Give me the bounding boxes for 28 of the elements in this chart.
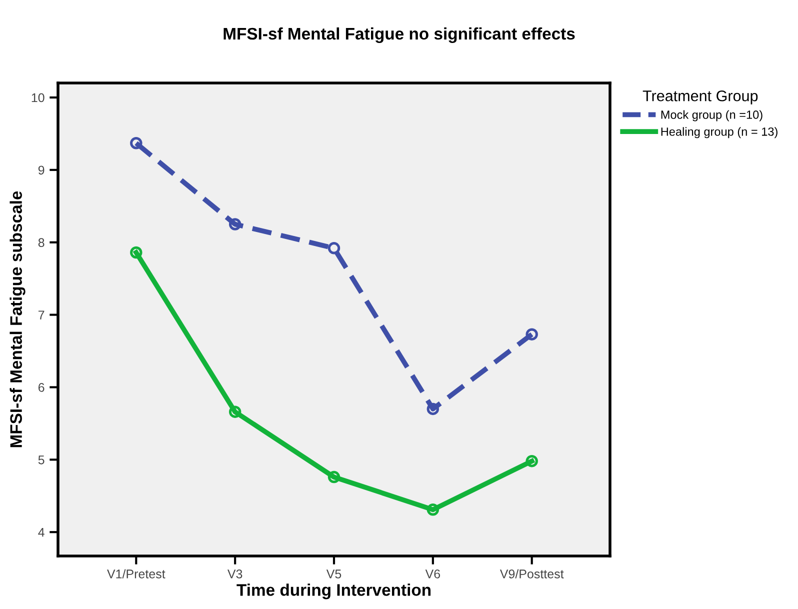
y-tick-label: 6 [38, 383, 44, 392]
point [228, 218, 242, 230]
point [228, 406, 242, 418]
y-tick-label: 7 [38, 310, 44, 320]
legend-label: Healing group (n = 13) [661, 127, 778, 138]
x-tick-label: V5 [326, 570, 342, 578]
point [526, 328, 538, 340]
x-tick-label: V9/Posttest [500, 569, 564, 578]
x-axis-title: Time during Intervention [236, 584, 431, 600]
chart-title: MFSI-sf Mental Fatigue no significant effects [224, 27, 575, 44]
point [130, 246, 142, 259]
x-tick-label: V3 [227, 570, 242, 578]
point [426, 402, 440, 416]
y-tick-label: 4 [38, 528, 44, 537]
x-tick-label: V6 [425, 570, 440, 578]
y-tick-label: 10 [32, 93, 44, 102]
point [328, 242, 340, 254]
y-tick-label: 9 [38, 166, 44, 175]
point [426, 504, 440, 516]
legend-label: Mock group (n =10) [661, 110, 762, 122]
y-axis-title: MFSI-sf Mental Fatigue subscale [10, 191, 26, 448]
point [328, 470, 340, 484]
y-tick-label: 5 [38, 456, 44, 464]
point [130, 137, 142, 150]
x-tick-label: V1/Pretest [107, 569, 166, 578]
legend-title: Treatment Group [642, 90, 758, 104]
y-tick-label: 8 [38, 238, 44, 248]
point [526, 455, 538, 468]
